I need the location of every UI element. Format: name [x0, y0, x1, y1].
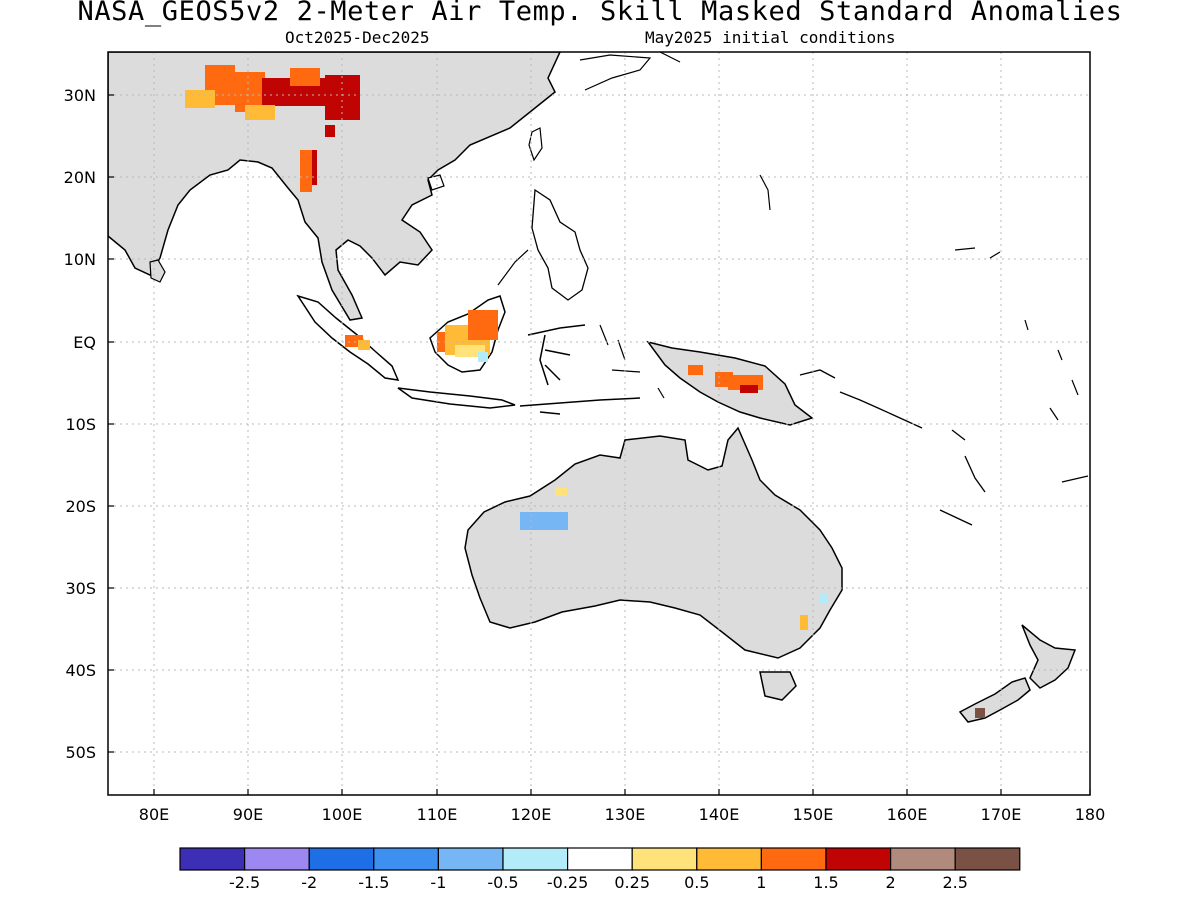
forecast-period: Oct2025-Dec2025 — [285, 28, 430, 47]
asia-landmass — [108, 52, 561, 321]
lat-label: 10N — [64, 250, 96, 269]
lat-label: 10S — [65, 415, 96, 434]
lat-label: 30S — [65, 579, 96, 598]
lat-label: 20N — [64, 168, 96, 187]
lat-label: EQ — [73, 333, 96, 352]
colorbar-swatch — [889, 847, 956, 871]
melanesia-islands — [799, 369, 1089, 526]
lat-label: 30N — [64, 86, 96, 105]
colorbar-swatch — [179, 847, 246, 871]
philippines — [531, 188, 589, 301]
anomaly-patches — [185, 65, 985, 718]
colorbar-swatch — [437, 847, 504, 871]
colorbar-label: 1 — [756, 873, 766, 892]
java — [397, 387, 516, 409]
lon-label: 90E — [233, 805, 263, 824]
colorbar — [179, 847, 1021, 871]
colorbar-label: -0.5 — [487, 873, 518, 892]
lesser-sunda — [519, 397, 641, 415]
colorbar-label: -1.5 — [358, 873, 389, 892]
new-zealand-north — [1021, 624, 1077, 689]
colorbar-label: 2.5 — [942, 873, 967, 892]
sri-lanka — [149, 259, 166, 283]
australia — [464, 426, 843, 659]
colorbar-swatch — [954, 847, 1021, 871]
colorbar-label: 0.5 — [684, 873, 709, 892]
colorbar-swatch — [308, 847, 375, 871]
colorbar-swatch — [631, 847, 698, 871]
lon-label: 170E — [981, 805, 1022, 824]
initial-conditions: May2025 initial conditions — [645, 28, 896, 47]
lon-label: 140E — [699, 805, 740, 824]
colorbar-label: -0.25 — [547, 873, 588, 892]
latitude-labels: 30N 20N 10N EQ 10S 20S 30S 40S 50S — [64, 86, 114, 762]
sulawesi — [527, 324, 586, 386]
colorbar-swatch — [373, 847, 439, 871]
colorbar-label: -1 — [430, 873, 446, 892]
map-area — [108, 52, 1089, 723]
lat-label: 20S — [65, 497, 96, 516]
japan — [579, 52, 681, 91]
moluccas — [599, 324, 665, 399]
lon-label: 160E — [887, 805, 928, 824]
lon-label: 180 — [1075, 805, 1106, 824]
longitude-labels: 80E 90E 100E 110E 120E 130E 140E 150E 160E 170E 18… — [139, 789, 1106, 824]
colorbar-label: 1.5 — [813, 873, 838, 892]
map-title: NASA_GEOS5v2 2-Meter Air Temp. Skill Mas… — [77, 0, 1123, 27]
colorbar-label: -2 — [301, 873, 317, 892]
colorbar-labels: -2.5 -2 -1.5 -1 -0.5 -0.25 0.25 0.5 1 1.5 2 2.5 — [229, 873, 968, 892]
tasmania — [759, 671, 797, 701]
pacific-atolls — [759, 174, 1079, 421]
lon-label: 120E — [511, 805, 552, 824]
lon-label: 110E — [417, 805, 458, 824]
colorbar-swatch — [566, 847, 633, 871]
colorbar-swatch — [825, 847, 892, 871]
taiwan — [528, 127, 543, 162]
colorbar-label: 2 — [886, 873, 896, 892]
colorbar-label: 0.25 — [614, 873, 650, 892]
lon-label: 80E — [139, 805, 169, 824]
colorbar-swatch — [696, 847, 762, 871]
lon-label: 100E — [322, 805, 363, 824]
new-zealand-south — [958, 677, 1031, 723]
palawan — [497, 249, 529, 286]
grid-lines — [108, 52, 1090, 795]
colorbar-swatch — [760, 847, 827, 871]
colorbar-swatch — [502, 847, 569, 871]
lon-label: 150E — [793, 805, 834, 824]
lon-label: 130E — [605, 805, 646, 824]
lat-label: 40S — [65, 661, 96, 680]
lat-label: 50S — [65, 743, 96, 762]
colorbar-label: -2.5 — [229, 873, 260, 892]
hainan — [427, 174, 445, 191]
colorbar-swatch — [244, 847, 310, 871]
